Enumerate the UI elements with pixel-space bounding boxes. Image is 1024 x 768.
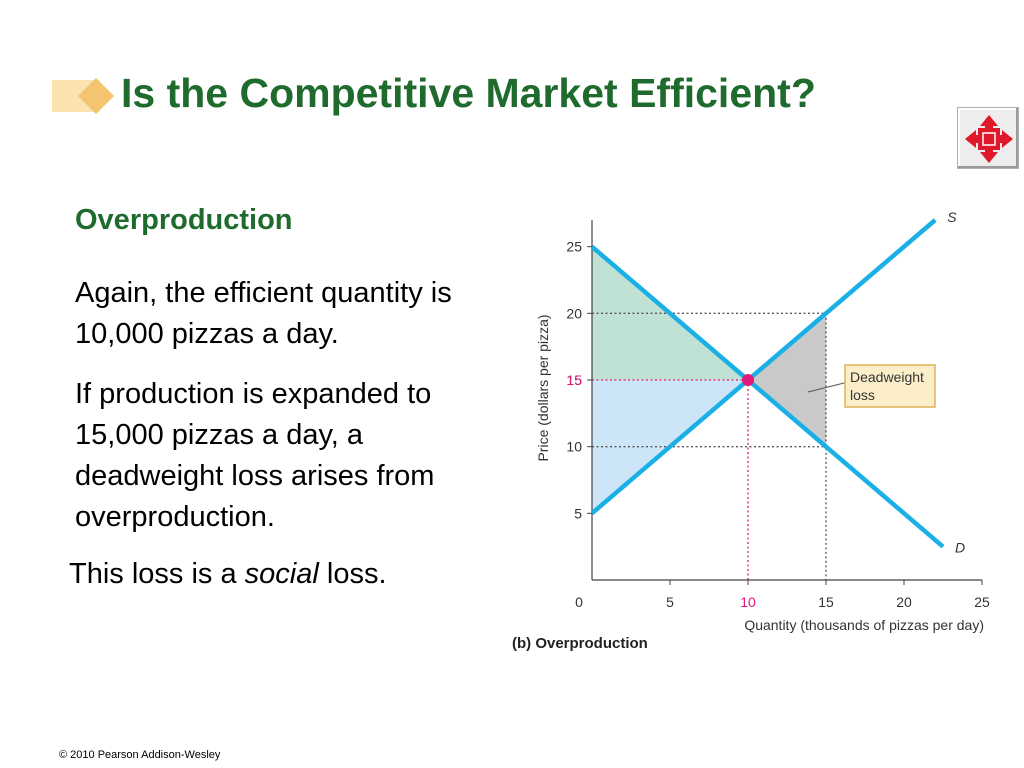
annotation-box [844,364,936,408]
x-tick-label: 20 [896,594,912,610]
x-tick-label: 15 [818,594,834,610]
guide-lines [592,312,827,580]
equilibrium-point [742,374,754,386]
y-tick-label: 5 [574,505,582,521]
producer-surplus-region [592,380,748,514]
social-emphasis: social [244,558,319,590]
y-tick-label: 25 [566,239,582,255]
social-loss-text-start: This loss is a [69,558,245,590]
deadweight-loss-region [748,313,826,447]
slide-title: Is the Competitive Market Efficient? [121,70,816,116]
x-axis-title: Quantity (thousands of pizzas per day) [744,617,984,633]
curves [590,218,945,549]
curve-s [590,218,937,516]
y-tick-label: 15 [566,372,582,388]
curve-label-d: D [955,540,965,556]
annotation-label-line-2: loss [850,387,875,403]
x-tick-label: 5 [666,594,674,610]
annotation-label-line-1: Deadweight [850,369,924,385]
subheading: Overproduction [75,204,293,236]
paragraph-overproduction: If production is expanded to 15,000 pizz… [75,378,435,533]
x-tick-label: 10 [740,594,756,610]
chart-caption: (b) Overproduction [512,635,648,652]
navigation-button[interactable] [957,107,1019,169]
y-tick-label: 10 [566,439,582,455]
y-tick-label: 20 [566,305,582,321]
curve-label-s: S [947,210,957,225]
equilibrium-price-label: 15 [566,372,582,388]
chart-labels: Quantity (thousands of pizzas per day) Pr… [512,210,984,652]
title-bullet-icon [52,78,114,114]
copyright-footer: © 2010 Pearson Addison-Wesley [59,749,221,761]
four-way-arrows-icon [965,115,1013,163]
y-axis-title: Price (dollars per pizza) [535,314,551,461]
curve-d [590,244,945,549]
paragraph-social-loss: This loss is a social loss. [69,554,489,595]
x-tick-label: 0 [575,594,583,610]
social-loss-text-end: loss. [318,558,387,590]
paragraph-efficient-quantity: Again, the efficient quantity is 10,000 … [75,277,452,350]
x-tick-label: 25 [974,594,990,610]
annotation-leader-line [807,381,849,393]
